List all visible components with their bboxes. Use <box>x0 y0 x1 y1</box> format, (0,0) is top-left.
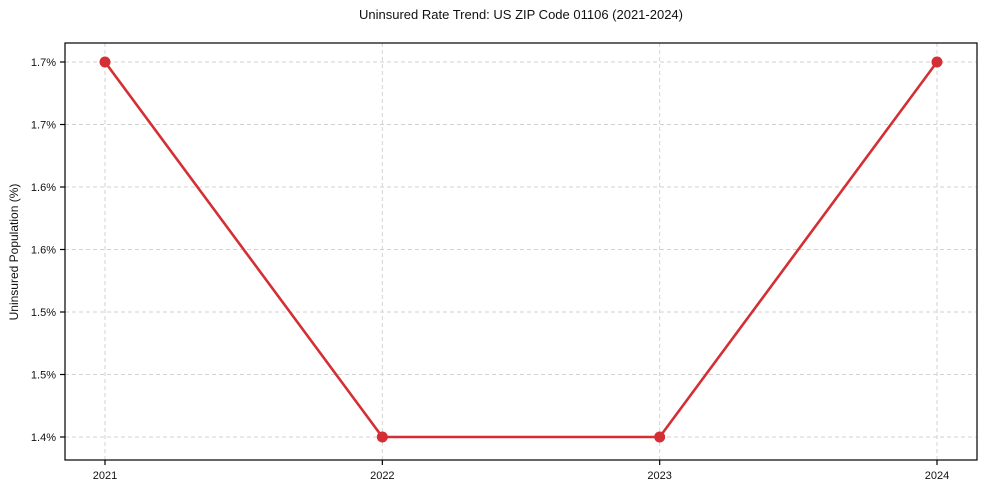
x-tick-label: 2022 <box>370 470 394 482</box>
x-tick-label: 2023 <box>647 470 671 482</box>
data-point-marker <box>99 56 111 68</box>
data-point-marker <box>376 431 388 443</box>
y-tick-label: 1.6% <box>31 245 56 257</box>
plot-border <box>64 42 978 461</box>
chart-title: Uninsured Rate Trend: US ZIP Code 01106 … <box>359 7 683 22</box>
data-point-marker <box>654 431 666 443</box>
y-tick-label: 1.7% <box>31 120 56 132</box>
y-tick-label: 1.5% <box>31 370 56 382</box>
x-tick-label: 2021 <box>93 470 117 482</box>
y-tick-label: 1.6% <box>31 182 56 194</box>
y-tick-label: 1.4% <box>31 432 56 444</box>
y-tick-label: 1.7% <box>31 57 56 69</box>
x-tick-label: 2024 <box>925 470 949 482</box>
y-tick-label: 1.5% <box>31 307 56 319</box>
data-point-marker <box>931 56 943 68</box>
trend-line <box>103 60 939 439</box>
